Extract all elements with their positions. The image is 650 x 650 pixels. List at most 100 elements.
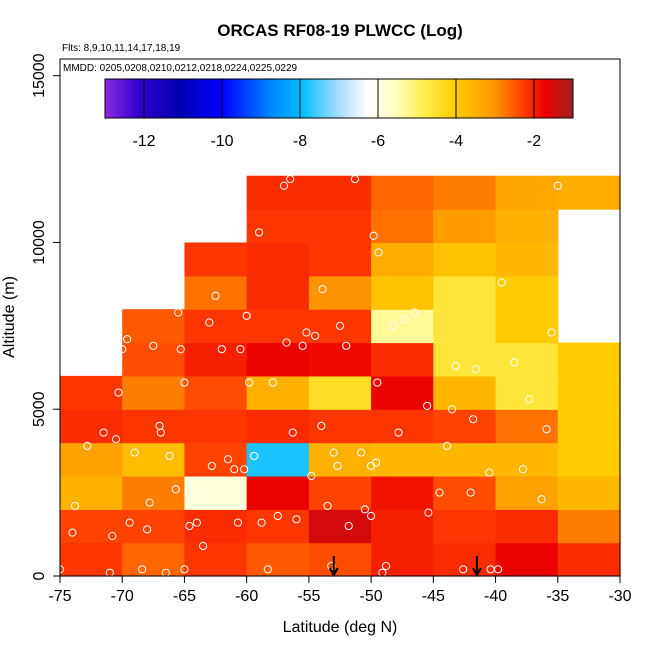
heatmap-cell [308, 509, 372, 544]
sample-point [273, 511, 282, 521]
heatmap-cell [246, 309, 310, 344]
sample-point [145, 498, 154, 507]
sample-point [138, 565, 147, 574]
y-axis: 0 5000 10000 15000 [31, 53, 60, 580]
y-tick-label: 10000 [31, 220, 48, 265]
sample-point [236, 345, 245, 354]
heatmap-cell [433, 442, 497, 477]
sample-point [410, 308, 419, 317]
heatmap-cell [495, 542, 559, 577]
sample-point [335, 321, 345, 330]
sample-point [292, 515, 301, 524]
sample-point [317, 421, 326, 431]
heatmap-cell [246, 442, 310, 477]
heatmap-cell [122, 309, 186, 344]
sample-point [282, 338, 291, 347]
sample-point [174, 308, 183, 317]
heatmap-cell [246, 475, 310, 510]
heatmap-cell [495, 342, 559, 377]
heatmap-cell [122, 342, 186, 377]
heatmap-cell [60, 509, 123, 544]
x-tick-label: -60 [235, 588, 258, 605]
heatmap-cell [557, 375, 621, 410]
sample-point [333, 461, 342, 471]
heatmap-cell [308, 442, 372, 477]
x-tick-label: -35 [546, 588, 569, 605]
sample-point [99, 428, 108, 437]
sample-point [497, 278, 506, 287]
sample-point [180, 565, 189, 574]
heatmap-cells [60, 175, 621, 577]
heatmap-cell [371, 409, 434, 444]
sample-point [525, 395, 534, 404]
heatmap-cell [495, 509, 559, 544]
dates-label: MMDD: 0205,0208,0210,0212,0218,0224,0225… [63, 63, 298, 74]
sample-point [205, 318, 214, 327]
sample-point [369, 231, 378, 240]
heatmap-cell [60, 409, 123, 444]
sample-point [111, 435, 121, 444]
heatmap-cell [371, 209, 434, 244]
x-tick-label: -70 [111, 588, 134, 605]
heatmap-cell [433, 309, 497, 344]
heatmap-cell [557, 175, 621, 210]
sample-point [318, 285, 327, 294]
heatmap-cell [495, 209, 559, 244]
sample-point [288, 428, 297, 437]
sample-point [394, 428, 403, 437]
heatmap-cell [184, 275, 248, 310]
heatmap-cell [433, 175, 497, 210]
sample-point [242, 311, 251, 320]
x-tick-label: -55 [297, 588, 320, 605]
heatmap-cell [122, 509, 186, 544]
heatmap-cell [184, 475, 248, 510]
sample-point [367, 511, 376, 521]
y-tick-label: 5000 [31, 391, 48, 427]
heatmap-cell [308, 209, 372, 244]
y-tick-label: 15000 [31, 53, 48, 98]
sample-point [130, 448, 139, 457]
sample-point [485, 468, 494, 477]
heatmap-cell [246, 509, 310, 544]
sample-point [171, 485, 180, 494]
heatmap-cell [433, 275, 497, 310]
sample-point [199, 541, 208, 551]
heatmap-cell [308, 342, 372, 377]
x-tick-label: -30 [608, 588, 631, 605]
colorbar [104, 78, 574, 119]
sample-point [207, 461, 216, 471]
heatmap-cell [557, 475, 621, 510]
sample-point [83, 441, 92, 451]
heatmap-cell [184, 375, 248, 410]
sample-point [424, 508, 433, 517]
heatmap-cell [184, 309, 248, 344]
heatmap-cell [495, 242, 559, 277]
y-tick-label: 0 [31, 571, 48, 580]
heatmap-cell [184, 409, 248, 444]
sample-point [143, 525, 152, 534]
sample-point [302, 328, 311, 337]
sample-point [185, 521, 194, 531]
heatmap-cell [308, 175, 372, 210]
heatmap-cell [308, 409, 372, 444]
sample-point [286, 174, 295, 184]
sample-point [180, 378, 189, 387]
x-axis: -75 -70 -65 -60 -55 -50 -45 -40 -35 -30 [48, 575, 632, 605]
sample-point [518, 465, 528, 474]
sample-point [149, 341, 158, 350]
heatmap-cell [308, 542, 372, 577]
heatmap-cell [60, 542, 123, 577]
heatmap-cell [495, 475, 559, 510]
colorbar-tick-label: -6 [371, 133, 385, 150]
arrow-marker [328, 556, 339, 578]
colorbar-tick-label: -8 [293, 133, 307, 150]
heatmap-cell [308, 309, 372, 344]
heatmap-cell [371, 309, 434, 344]
heatmap-cell [122, 409, 186, 444]
sample-point [230, 465, 239, 474]
heatmap-cell [433, 242, 497, 277]
x-tick-label: -45 [422, 588, 445, 605]
sample-point [400, 315, 409, 324]
sample-point [459, 565, 468, 574]
heatmap-cell [308, 475, 372, 510]
